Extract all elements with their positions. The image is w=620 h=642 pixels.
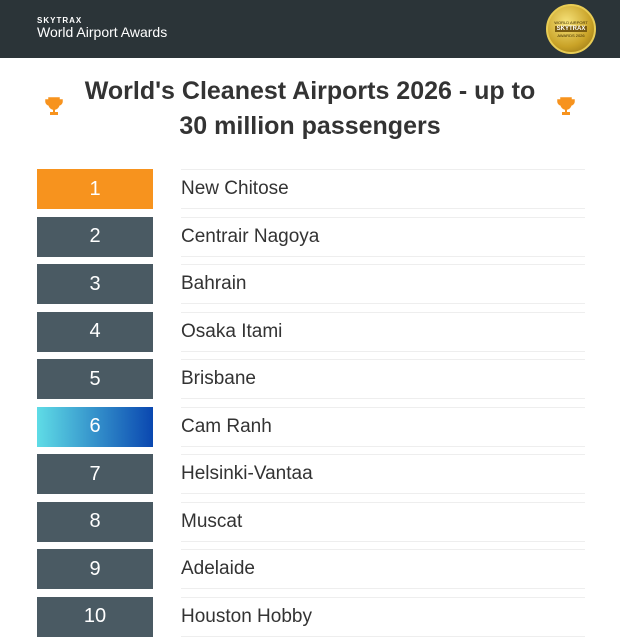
ranking-row[interactable]: 1 New Chitose xyxy=(37,169,585,209)
header-bar: SKYTRAX World Airport Awards WORLD AIRPO… xyxy=(0,0,620,58)
airport-name[interactable]: Bahrain xyxy=(181,264,585,304)
ranking-row[interactable]: 9 Adelaide xyxy=(37,549,585,589)
rank-badge: 2 xyxy=(37,216,153,257)
airport-name[interactable]: Houston Hobby xyxy=(181,596,585,637)
airport-name[interactable]: New Chitose xyxy=(181,169,585,209)
ranking-row[interactable]: 5 Brisbane xyxy=(37,359,585,399)
airport-name[interactable]: Osaka Itami xyxy=(181,311,585,352)
badge-bottom: AWARDS 2026 xyxy=(557,33,585,38)
rank-badge: 6 xyxy=(37,406,153,447)
airport-name[interactable]: Muscat xyxy=(181,501,585,542)
rank-badge: 3 xyxy=(37,264,153,304)
rank-badge: 1 xyxy=(37,169,153,209)
trophy-icon xyxy=(45,97,63,115)
rank-badge: 5 xyxy=(37,359,153,399)
awards-badge-logo: WORLD AIRPORT SKYTRAX AWARDS 2026 xyxy=(546,4,596,54)
ranking-row[interactable]: 4 Osaka Itami xyxy=(37,311,585,352)
ranking-row[interactable]: 7 Helsinki-Vantaa xyxy=(37,454,585,494)
ranking-row[interactable]: 3 Bahrain xyxy=(37,264,585,304)
airport-name[interactable]: Brisbane xyxy=(181,359,585,399)
ranking-row[interactable]: 10 Houston Hobby xyxy=(37,596,585,637)
trophy-icon xyxy=(557,97,575,115)
skytrax-logo[interactable]: SKYTRAX xyxy=(37,16,83,25)
airport-name[interactable]: Cam Ranh xyxy=(181,406,585,447)
rank-badge: 10 xyxy=(37,596,153,637)
ranking-row[interactable]: 6 Cam Ranh xyxy=(37,406,585,447)
ranking-row[interactable]: 8 Muscat xyxy=(37,501,585,542)
site-subtitle[interactable]: World Airport Awards xyxy=(37,24,168,40)
rank-badge: 9 xyxy=(37,549,153,589)
ranking-row[interactable]: 2 Centrair Nagoya xyxy=(37,216,585,257)
page-title: World's Cleanest Airports 2026 - up to 3… xyxy=(84,77,536,140)
airport-name[interactable]: Helsinki-Vantaa xyxy=(181,454,585,494)
airport-name[interactable]: Adelaide xyxy=(181,549,585,589)
airport-name[interactable]: Centrair Nagoya xyxy=(181,216,585,257)
rank-badge: 7 xyxy=(37,454,153,494)
badge-middle: SKYTRAX xyxy=(554,26,588,32)
rank-badge: 8 xyxy=(37,501,153,542)
badge-top: WORLD AIRPORT xyxy=(554,20,588,25)
rank-badge: 4 xyxy=(37,311,153,352)
